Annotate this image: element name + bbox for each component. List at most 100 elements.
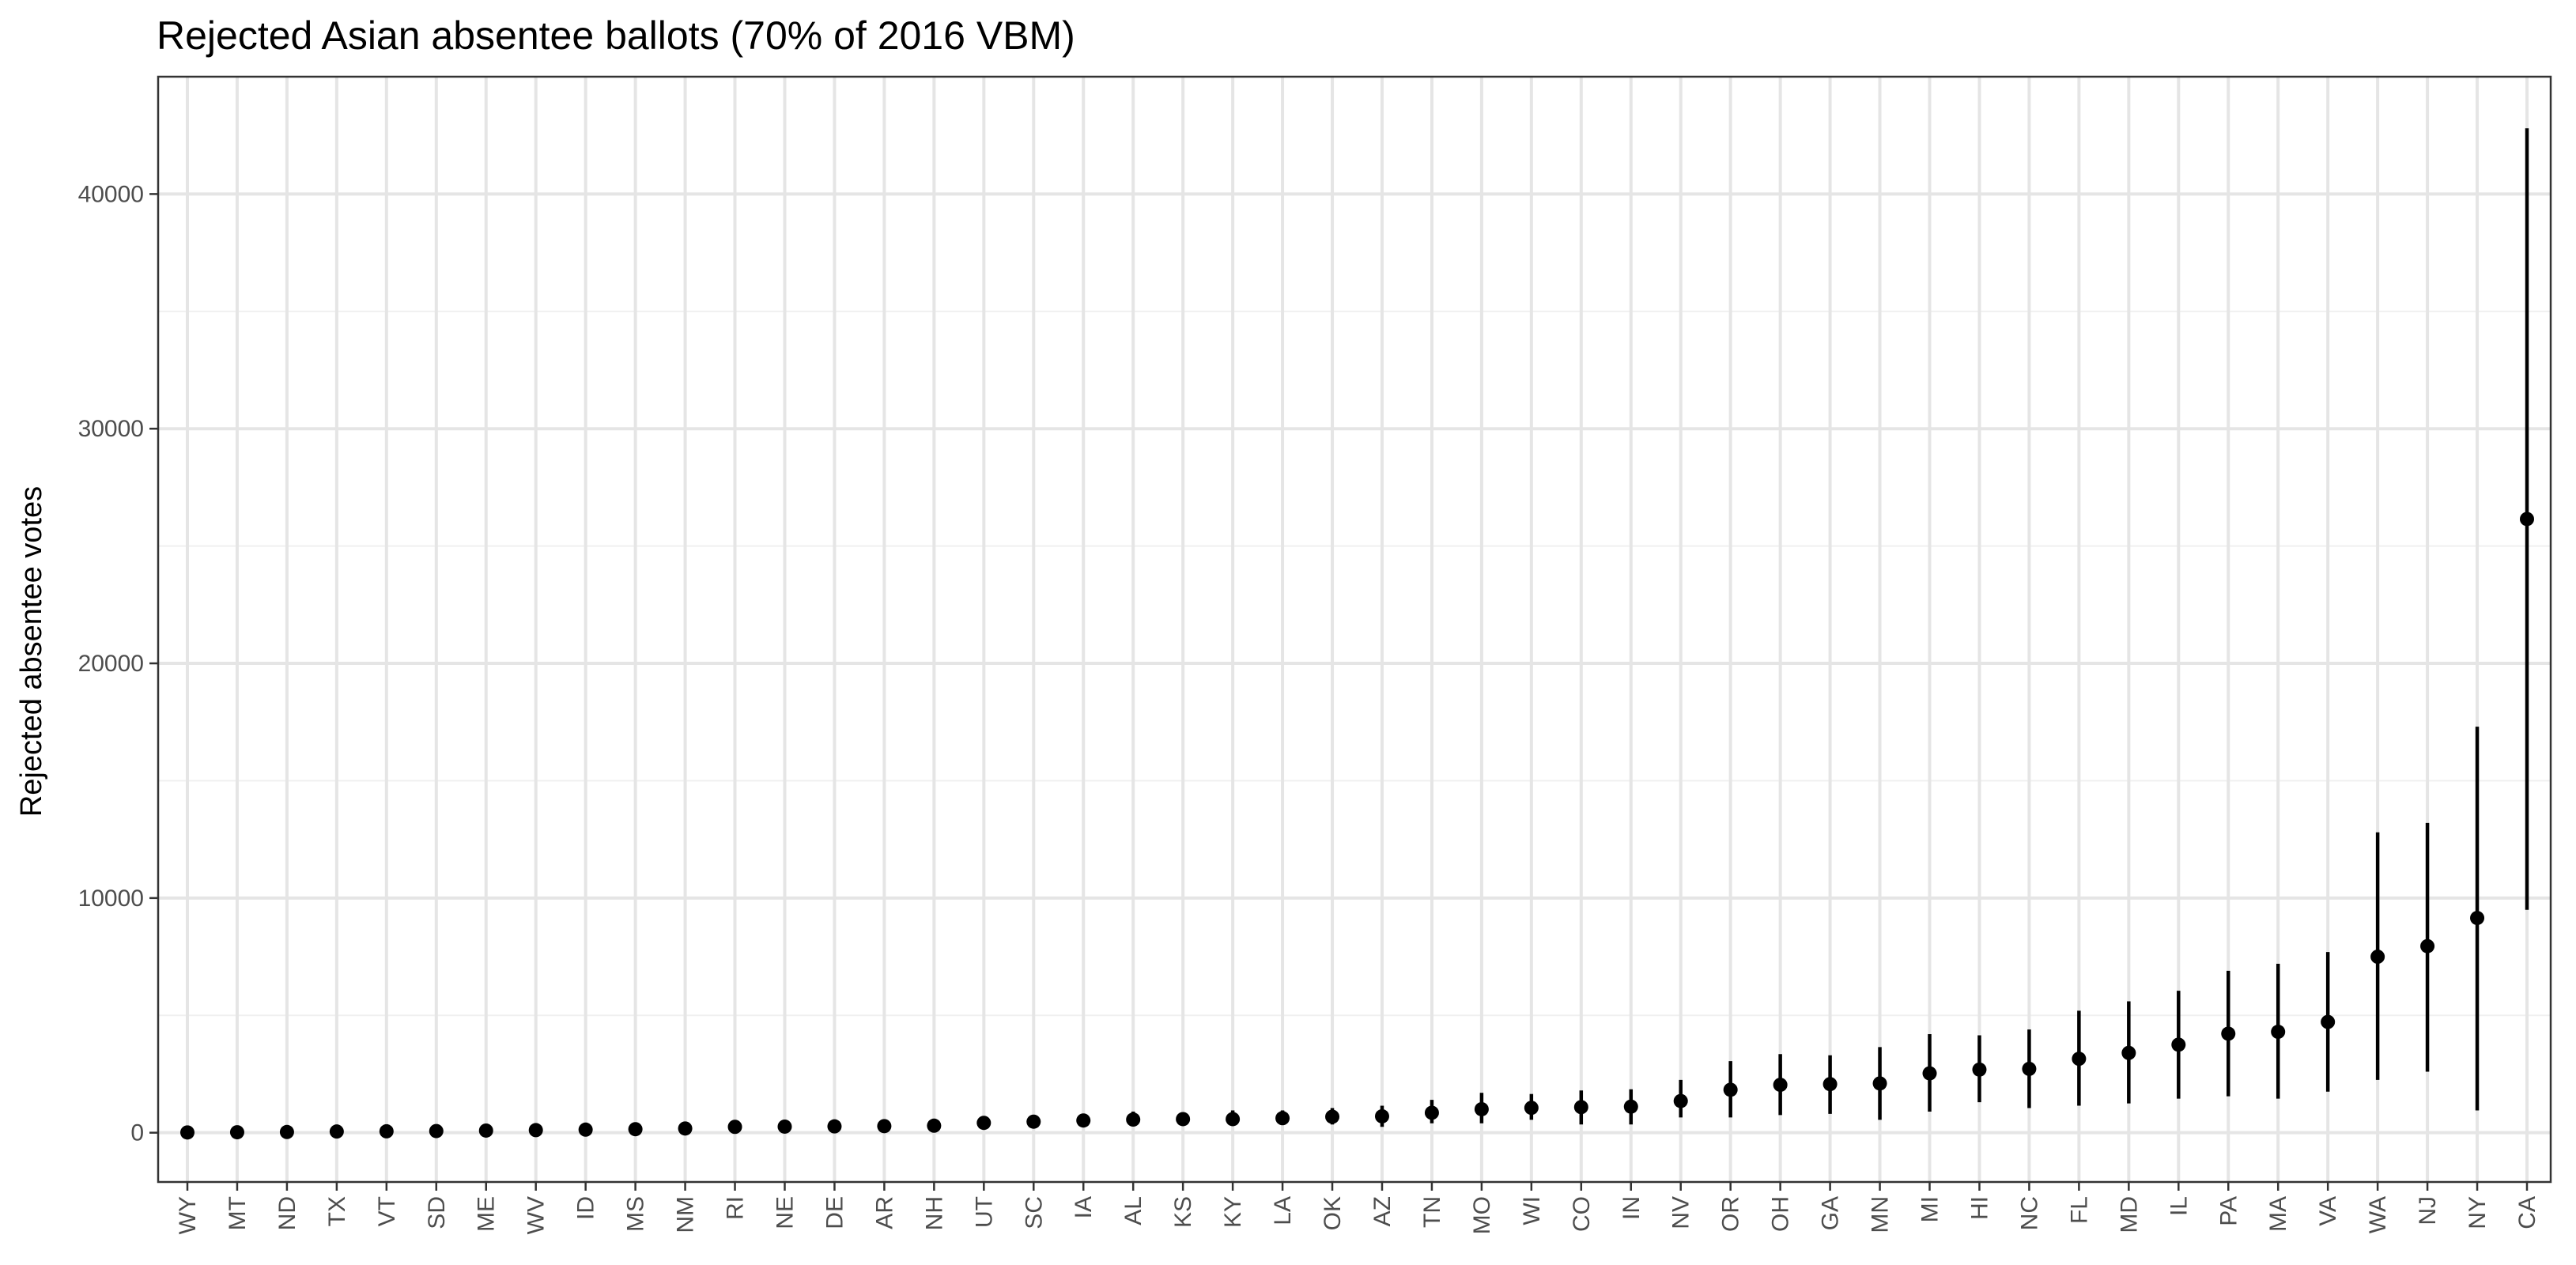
data-point-mn xyxy=(1872,1076,1887,1091)
x-tick-label: MD xyxy=(2116,1196,2142,1233)
data-point-id xyxy=(578,1122,593,1137)
data-point-al xyxy=(1126,1112,1141,1127)
x-tick-label: TX xyxy=(324,1196,350,1226)
x-tick-label: HI xyxy=(1966,1196,1992,1220)
x-tick-label: WI xyxy=(1519,1196,1545,1225)
data-point-la xyxy=(1275,1111,1290,1126)
data-point-nj xyxy=(2420,938,2435,953)
y-tick-label: 10000 xyxy=(78,886,144,912)
data-point-fl xyxy=(2072,1052,2087,1067)
x-tick-label: SD xyxy=(424,1196,450,1229)
x-tick-label: AR xyxy=(871,1196,897,1229)
data-point-nh xyxy=(927,1118,942,1133)
y-tick-label: 30000 xyxy=(78,416,144,442)
x-tick-label: MT xyxy=(225,1196,251,1230)
x-tick-label: SC xyxy=(1021,1196,1047,1229)
data-point-tn xyxy=(1424,1105,1439,1120)
x-tick-label: NH xyxy=(921,1196,947,1230)
x-tick-label: NV xyxy=(1668,1196,1694,1229)
plot-panel-border xyxy=(157,75,2552,1184)
x-tick-label: NM xyxy=(673,1196,699,1233)
x-tick-label: CO xyxy=(1569,1196,1595,1232)
x-tick-label: IN xyxy=(1618,1196,1645,1220)
x-tick-label: AZ xyxy=(1369,1196,1396,1226)
data-point-wv xyxy=(528,1123,543,1138)
x-tick-label: ND xyxy=(274,1196,300,1230)
x-axis: WY MT ND TX VT SD ME WV ID MS NM RI NE DE AR NH UT SC IA AL… xyxy=(175,1182,2540,1234)
data-point-mo xyxy=(1474,1101,1489,1116)
x-tick-label: MI xyxy=(1917,1196,1943,1222)
data-point-co xyxy=(1573,1100,1588,1115)
data-point-ri xyxy=(727,1120,742,1135)
x-tick-label: WA xyxy=(2365,1196,2391,1233)
data-point-mt xyxy=(229,1125,244,1140)
x-tick-label: RI xyxy=(723,1196,749,1220)
x-tick-label: LA xyxy=(1270,1196,1296,1225)
data-point-ms xyxy=(628,1122,643,1137)
data-points xyxy=(180,512,2534,1140)
x-tick-label: OK xyxy=(1320,1196,1346,1230)
x-tick-label: NJ xyxy=(2415,1196,2441,1225)
x-tick-label: MS xyxy=(623,1196,649,1232)
x-tick-label: KY xyxy=(1220,1196,1246,1228)
x-tick-label: WY xyxy=(175,1196,201,1234)
x-tick-label: IA xyxy=(1071,1196,1097,1218)
data-point-me xyxy=(478,1123,493,1138)
x-tick-label: NY xyxy=(2465,1196,2491,1229)
data-point-ky xyxy=(1226,1112,1241,1127)
x-tick-label: MA xyxy=(2265,1196,2291,1232)
data-point-wi xyxy=(1524,1101,1539,1116)
x-tick-label: VT xyxy=(374,1196,400,1226)
x-tick-label: FL xyxy=(2066,1196,2092,1224)
grid xyxy=(158,77,2551,1182)
x-tick-label: OH xyxy=(1768,1196,1794,1232)
y-tick-label: 0 xyxy=(130,1120,144,1146)
x-tick-label: TN xyxy=(1419,1196,1445,1228)
x-tick-label: UT xyxy=(971,1196,997,1228)
data-point-tx xyxy=(329,1124,344,1139)
data-point-il xyxy=(2171,1037,2186,1052)
data-point-ca xyxy=(2520,512,2534,527)
data-point-ar xyxy=(877,1119,892,1134)
data-point-sd xyxy=(429,1123,444,1138)
chart-title: Rejected Asian absentee ballots (70% of … xyxy=(157,13,1075,58)
x-tick-label: PA xyxy=(2215,1196,2242,1226)
data-point-ne xyxy=(777,1119,792,1134)
data-point-wy xyxy=(180,1125,195,1140)
data-point-oh xyxy=(1773,1078,1788,1093)
x-tick-label: NE xyxy=(772,1196,798,1229)
x-tick-label: AL xyxy=(1120,1196,1146,1225)
x-tick-label: VA xyxy=(2315,1196,2341,1226)
data-point-ut xyxy=(976,1116,991,1131)
x-tick-label: MN xyxy=(1868,1196,1894,1233)
data-point-de xyxy=(827,1119,842,1134)
data-point-or xyxy=(1723,1082,1738,1097)
data-point-ok xyxy=(1325,1109,1340,1124)
x-tick-label: MO xyxy=(1469,1196,1495,1234)
x-tick-label: OR xyxy=(1718,1196,1744,1232)
error-bars xyxy=(185,128,2529,1133)
data-point-vt xyxy=(379,1123,394,1138)
data-point-pa xyxy=(2221,1026,2236,1041)
data-point-hi xyxy=(1972,1062,1987,1077)
data-point-ks xyxy=(1176,1112,1191,1127)
data-point-nm xyxy=(678,1121,693,1136)
data-point-nc xyxy=(2022,1061,2037,1076)
x-tick-label: WV xyxy=(523,1196,550,1234)
data-point-in xyxy=(1623,1099,1638,1114)
data-point-wa xyxy=(2370,950,2385,965)
data-point-ma xyxy=(2271,1025,2286,1040)
data-point-sc xyxy=(1026,1114,1041,1129)
data-point-ia xyxy=(1076,1113,1091,1128)
data-point-nv xyxy=(1673,1093,1688,1108)
data-point-mi xyxy=(1922,1066,1937,1081)
x-tick-label: GA xyxy=(1818,1196,1844,1230)
x-tick-label: IL xyxy=(2166,1196,2192,1216)
data-point-ny xyxy=(2470,911,2485,926)
x-tick-label: NC xyxy=(2016,1196,2042,1230)
x-tick-label: ID xyxy=(573,1196,599,1220)
data-point-va xyxy=(2321,1014,2336,1029)
x-tick-label: ME xyxy=(474,1196,500,1232)
